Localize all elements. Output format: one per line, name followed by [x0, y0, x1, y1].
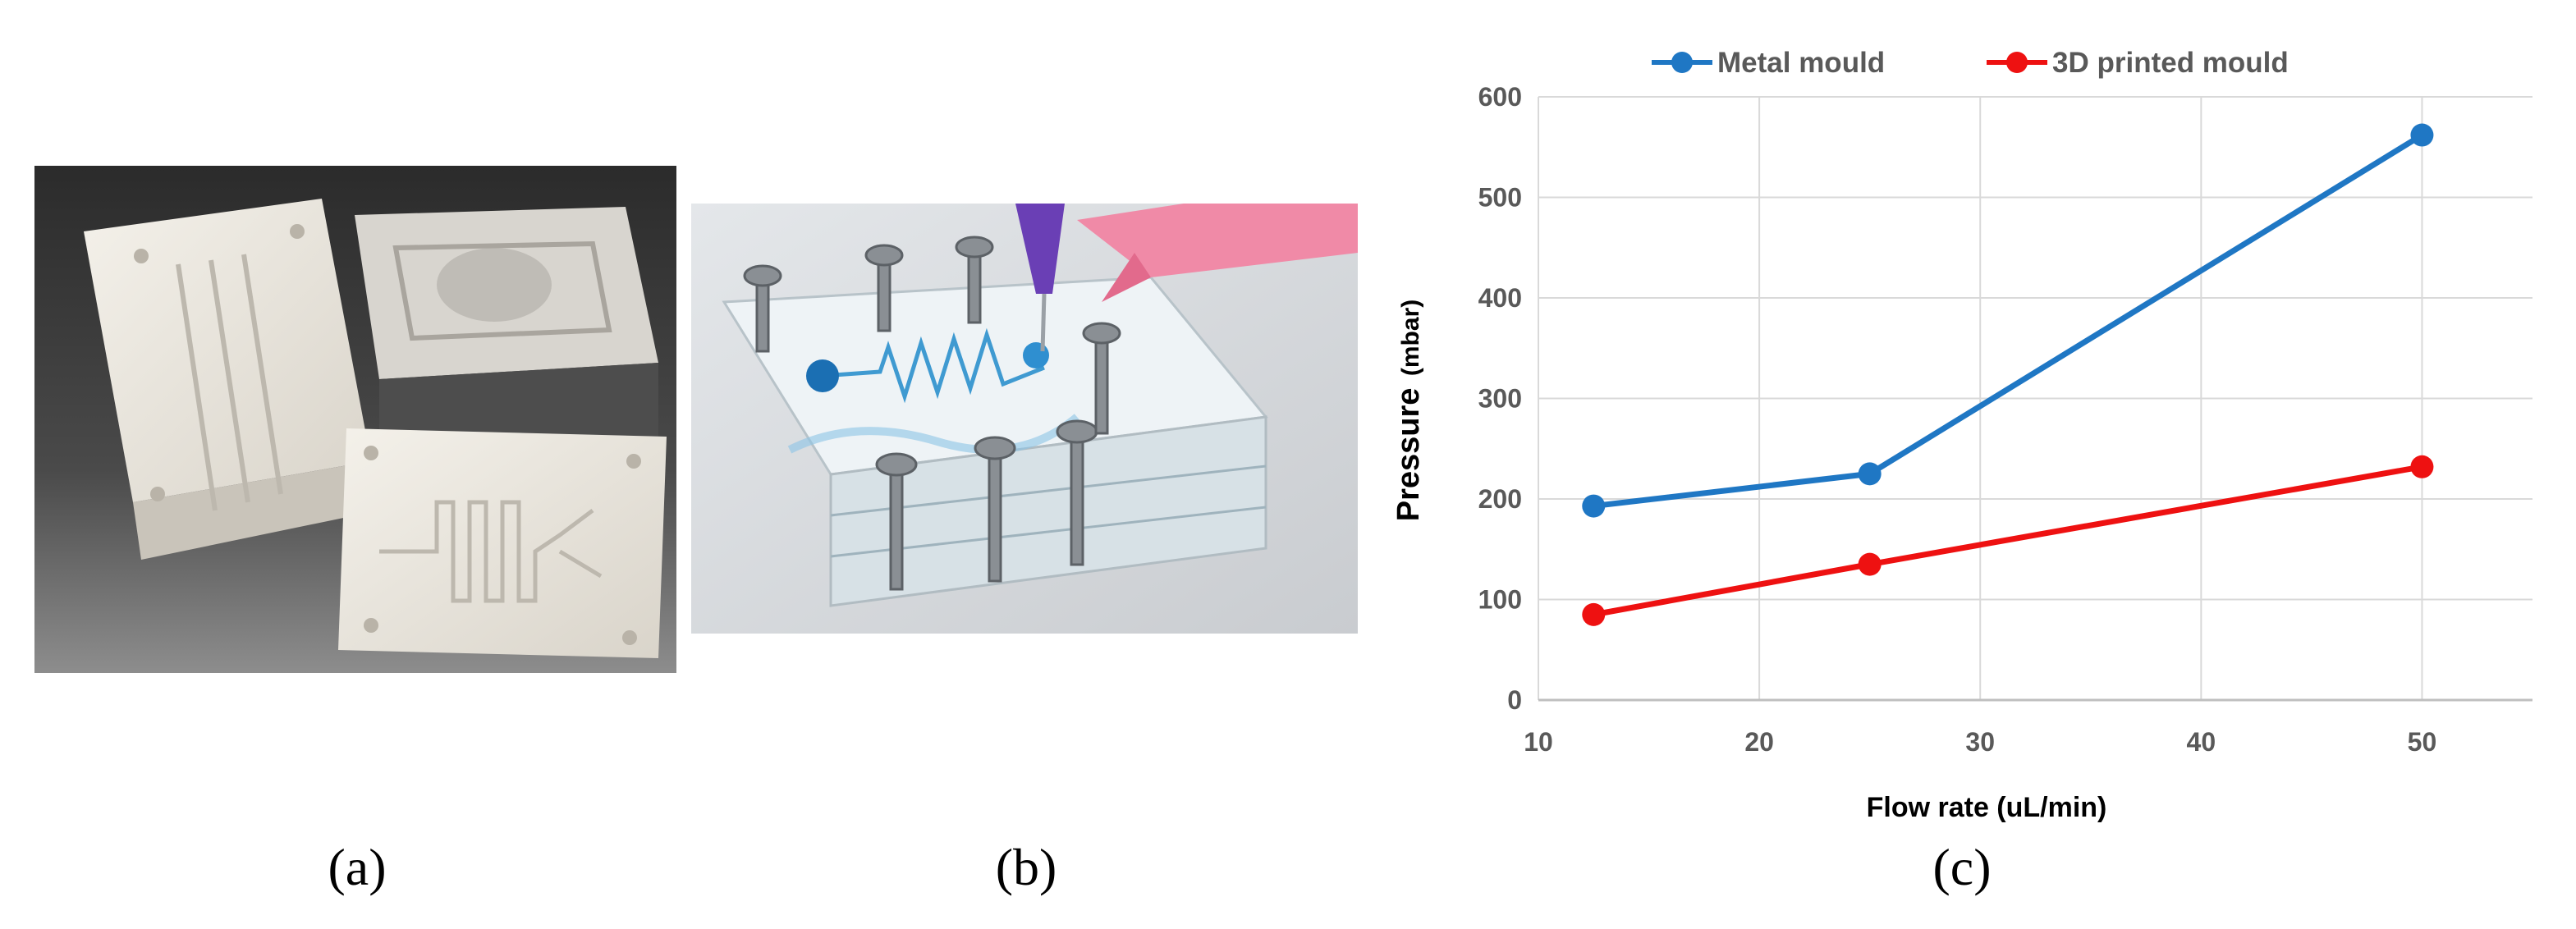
chart-grid	[1538, 96, 2532, 701]
x-tick-label: 40	[2187, 727, 2216, 757]
panel-label-c: (c)	[1932, 838, 1992, 896]
chart-axes: 0 100 200 300 400 500 600 10 20 30 40 50	[1478, 82, 2532, 757]
legend-marker-metal	[1671, 52, 1693, 73]
panel-label-a: (a)	[328, 838, 387, 896]
y-tick-label: 300	[1478, 384, 1522, 414]
y-axis-title: Pressure (mbar)	[1391, 300, 1426, 521]
legend-label-metal: Metal mould	[1717, 47, 1885, 79]
y-axis-title-main: Pressure	[1391, 388, 1426, 522]
x-tick-label: 10	[1524, 727, 1553, 757]
data-point-0-1	[1858, 462, 1882, 486]
x-tick-label: 20	[1744, 727, 1774, 757]
chart-legend: Metal mould 3D printed mould	[1652, 47, 2289, 79]
x-axis-title: Flow rate (uL/min)	[1867, 792, 2107, 823]
data-point-0-2	[2410, 123, 2434, 147]
x-tick-label: 50	[2408, 727, 2437, 757]
panel-label-b: (b)	[995, 838, 1057, 896]
data-point-0-0	[1582, 494, 1606, 518]
y-tick-label: 600	[1478, 82, 1522, 112]
legend-label-3d: 3D printed mould	[2052, 47, 2289, 79]
data-point-1-0	[1582, 602, 1606, 626]
y-axis-title-unit: (mbar)	[1397, 300, 1424, 376]
x-tick-label: 30	[1965, 727, 1995, 757]
photo-a-moulds	[34, 166, 676, 673]
y-tick-label: 400	[1478, 283, 1522, 313]
y-tick-label: 100	[1478, 585, 1522, 615]
y-tick-label: 200	[1478, 484, 1522, 514]
legend-marker-3d	[2006, 52, 2028, 73]
data-point-1-2	[2410, 455, 2434, 478]
photo-b-device	[691, 204, 1358, 634]
pressure-flow-chart: 0 100 200 300 400 500 600 10 20 30 40 50 Flow rate …	[1391, 47, 2532, 823]
y-tick-label: 500	[1478, 183, 1522, 213]
chart-series	[1582, 123, 2434, 626]
data-point-1-1	[1858, 552, 1882, 576]
series-line-0	[1593, 132, 2424, 510]
y-tick-label: 0	[1507, 685, 1522, 715]
